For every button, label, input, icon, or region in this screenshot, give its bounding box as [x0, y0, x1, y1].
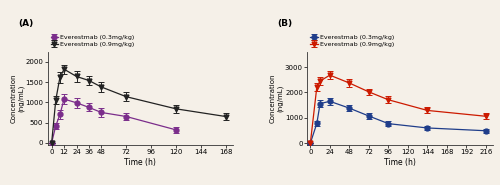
Y-axis label: Concentration
(ng/mL): Concentration (ng/mL)	[10, 74, 24, 123]
Legend: Everestmab (0.3mg/kg), Everestmab (0.9mg/kg): Everestmab (0.3mg/kg), Everestmab (0.9mg…	[310, 34, 394, 47]
X-axis label: Time (h): Time (h)	[384, 158, 416, 167]
Legend: Everestmab (0.3mg/kg), Everestmab (0.9mg/kg): Everestmab (0.3mg/kg), Everestmab (0.9mg…	[50, 34, 134, 47]
Y-axis label: Concentration
(ng/mL): Concentration (ng/mL)	[270, 74, 283, 123]
Text: (A): (A)	[18, 19, 33, 28]
X-axis label: Time (h): Time (h)	[124, 158, 156, 167]
Text: (B): (B)	[278, 19, 292, 28]
